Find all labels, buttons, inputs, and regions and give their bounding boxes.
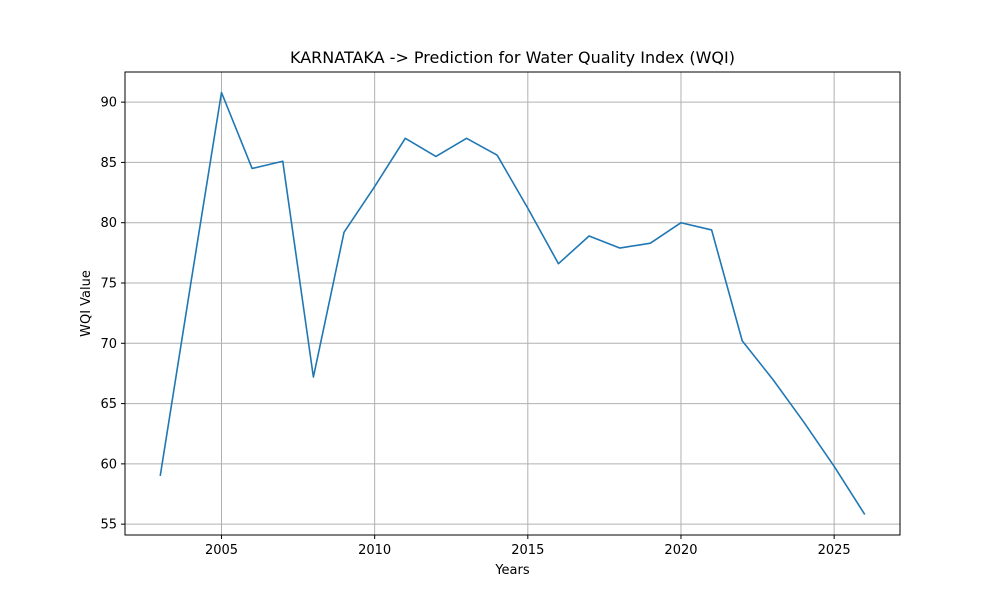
- chart-title: KARNATAKA -> Prediction for Water Qualit…: [290, 48, 735, 67]
- x-axis-title: Years: [494, 563, 530, 578]
- y-tick-label: 60: [100, 457, 117, 472]
- y-tick-label: 90: [100, 96, 117, 111]
- y-tick-label: 85: [100, 156, 117, 171]
- axes-frame: [124, 71, 901, 536]
- x-tick-label: 2005: [205, 543, 238, 558]
- y-axis-title: WQI Value: [79, 270, 94, 337]
- series-layer: [159, 91, 866, 515]
- x-tick-label: 2010: [358, 543, 391, 558]
- x-tick-label: 2020: [664, 543, 697, 558]
- x-tick-label: 2015: [511, 543, 544, 558]
- ticks: 2005 2010 2015 2020 2025 55 60 65 70 75 80 85 90: [100, 96, 850, 558]
- x-tick-label: 2025: [818, 543, 851, 558]
- y-tick-label: 75: [100, 277, 117, 292]
- y-tick-label: 65: [100, 397, 117, 412]
- y-tick-label: 55: [100, 518, 117, 533]
- y-tick-label: 80: [100, 216, 117, 231]
- grid: [125, 72, 900, 535]
- wqi-series-line: [159, 91, 866, 515]
- y-tick-label: 70: [100, 337, 117, 352]
